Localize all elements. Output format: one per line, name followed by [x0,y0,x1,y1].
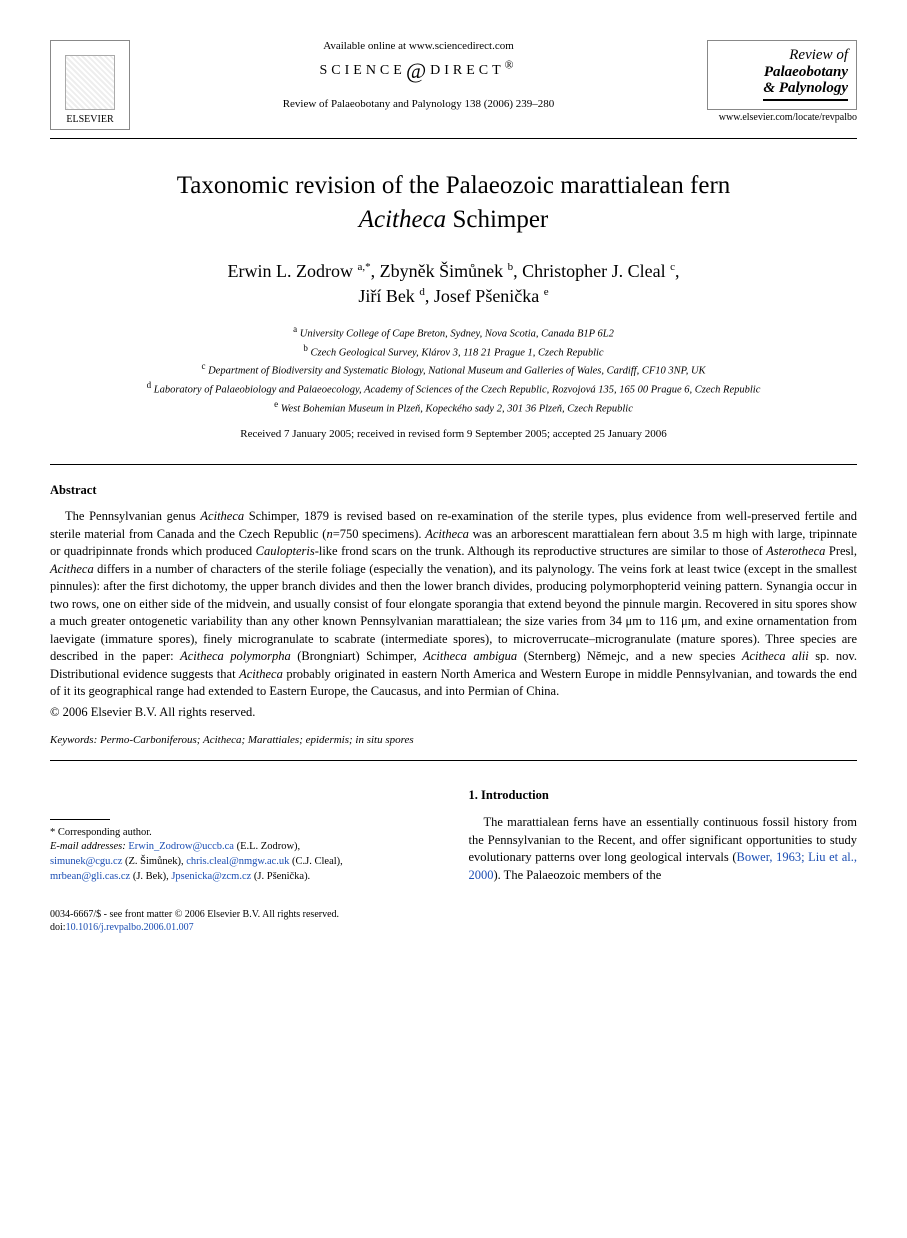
elsevier-tree-icon [65,55,115,110]
footnote-rule [50,819,110,820]
affiliation-b: Czech Geological Survey, Klárov 3, 118 2… [311,347,604,358]
header-divider [50,138,857,139]
author-5: , Josef Pšenička [425,286,544,306]
page-header: ELSEVIER Available online at www.science… [50,40,857,130]
center-header: Available online at www.sciencedirect.co… [130,40,707,110]
elsevier-logo: ELSEVIER [50,40,130,130]
journal-line3: & Palynology [763,80,848,101]
affiliation-a: University College of Cape Breton, Sydne… [300,328,614,339]
corresponding-author-footnote: * Corresponding author. E-mail addresses… [50,826,439,885]
available-online-text: Available online at www.sciencedirect.co… [150,40,687,52]
journal-url[interactable]: www.elsevier.com/locate/revpalbo [707,112,857,123]
author-4: Jiří Bek [358,286,419,306]
copyright-line: © 2006 Elsevier B.V. All rights reserved… [50,705,857,720]
journal-box-wrapper: Review of Palaeobotany & Palynology www.… [707,40,857,123]
journal-line2: Palaeobotany [716,64,848,81]
email-link-4[interactable]: mrbean@gli.cas.cz [50,871,130,882]
citation-line: Review of Palaeobotany and Palynology 13… [150,98,687,110]
abstract-heading: Abstract [50,483,857,498]
journal-line1: Review of [716,47,848,64]
left-column: * Corresponding author. E-mail addresses… [50,787,439,885]
affiliation-d: Laboratory of Palaeobiology and Palaeoec… [154,385,761,396]
authors-block: Erwin L. Zodrow a,*, Zbyněk Šimůnek b, C… [50,259,857,309]
email-link-2[interactable]: simunek@cgu.cz [50,856,122,867]
doi-link[interactable]: 10.1016/j.revpalbo.2006.01.007 [66,922,194,933]
introduction-body: The marattialean ferns have an essential… [469,814,858,884]
email-link-3[interactable]: chris.cleal@nmgw.ac.uk [186,856,289,867]
publisher-name: ELSEVIER [66,114,113,125]
affiliations-block: a University College of Cape Breton, Syd… [50,323,857,417]
at-icon: @ [406,58,430,83]
sciencedirect-logo: SCIENCE@DIRECT® [150,58,687,84]
article-dates: Received 7 January 2005; received in rev… [50,428,857,440]
keywords-line: Keywords: Permo-Carboniferous; Acitheca;… [50,734,857,746]
author-3: , Christopher J. Cleal [513,261,670,281]
introduction-heading: 1. Introduction [469,787,858,805]
author-1: Erwin L. Zodrow [228,261,358,281]
abstract-top-rule [50,464,857,465]
right-column: 1. Introduction The marattialean ferns h… [469,787,858,885]
abstract-bottom-rule [50,760,857,761]
article-title: Taxonomic revision of the Palaeozoic mar… [50,169,857,237]
two-column-body: * Corresponding author. E-mail addresses… [50,787,857,885]
affiliation-e: West Bohemian Museum in Plzeň, Kopeckého… [281,403,633,414]
footer-note: 0034-6667/$ - see front matter © 2006 El… [50,908,857,934]
journal-title-box: Review of Palaeobotany & Palynology [707,40,857,110]
email-link-5[interactable]: Jpsenicka@zcm.cz [171,871,251,882]
abstract-body: The Pennsylvanian genus Acitheca Schimpe… [50,508,857,701]
affiliation-c: Department of Biodiversity and Systemati… [208,366,705,377]
author-2: , Zbyněk Šimůnek [371,261,508,281]
email-link-1[interactable]: Erwin_Zodrow@uccb.ca [128,841,234,852]
